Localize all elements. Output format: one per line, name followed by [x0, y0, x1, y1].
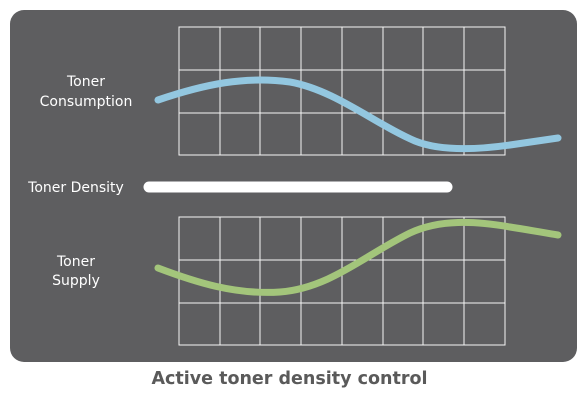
consumption-grid [178, 26, 506, 156]
supply-label-line1: Toner [56, 254, 95, 270]
consumption-label-line1: Toner [66, 74, 105, 90]
supply-label-line2: Supply [52, 273, 100, 289]
density-label: Toner Density [27, 180, 124, 196]
diagram-caption: Active toner density control [151, 369, 428, 389]
consumption-label-line2: Consumption [40, 94, 133, 110]
supply-grid [178, 216, 506, 346]
supply-curve [154, 218, 562, 296]
consumption-curve [154, 76, 562, 153]
